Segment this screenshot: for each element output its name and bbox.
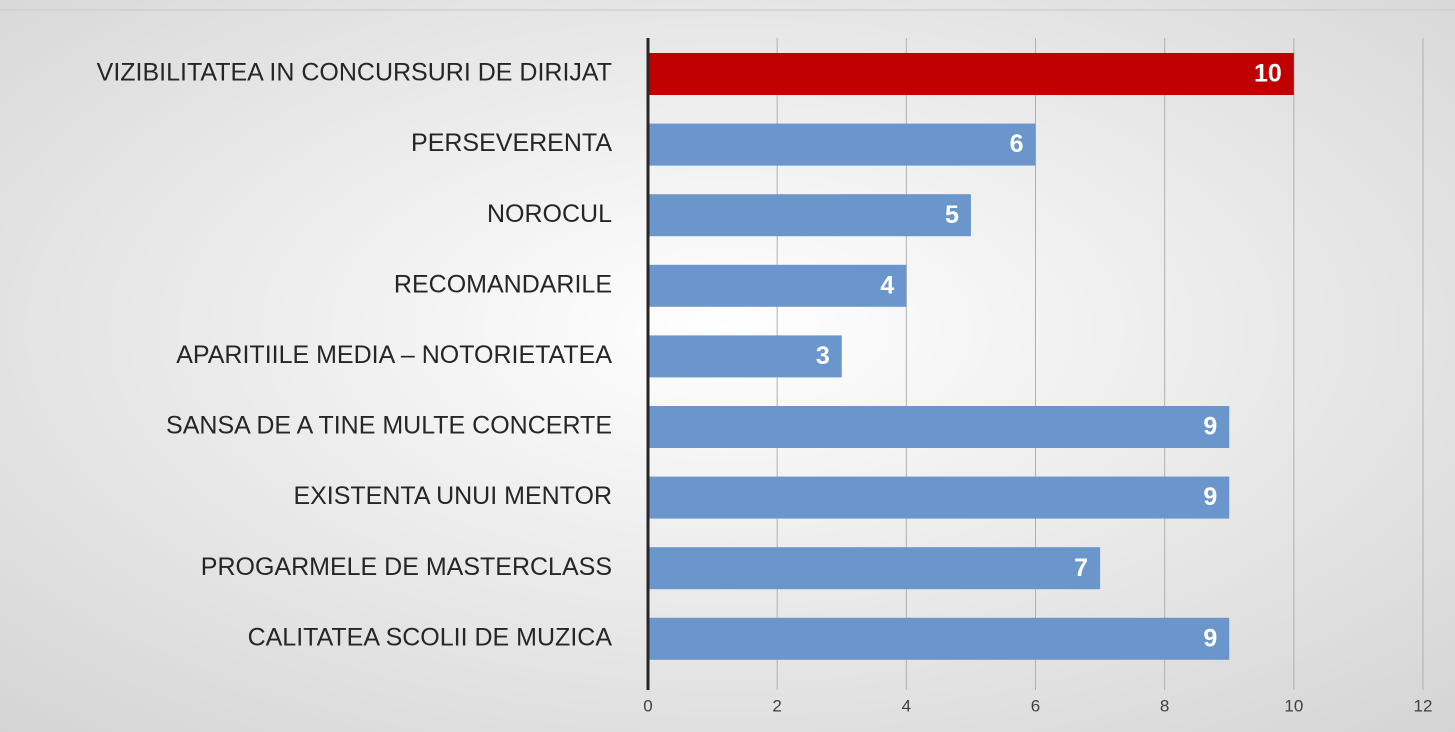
x-tick-label: 4 [902,696,911,715]
data-label: 9 [1203,413,1217,441]
data-label: 9 [1203,483,1217,511]
data-label: 5 [945,201,959,229]
y-tick-label: APARITIILE MEDIA – NOTORIETATEA [176,341,612,369]
bar [648,53,1294,95]
y-tick-label: PERSEVERENTA [411,129,612,157]
y-tick-label: PROGARMELE DE MASTERCLASS [201,553,612,581]
data-label: 7 [1074,554,1088,582]
y-tick-label: SANSA DE A TINE MULTE CONCERTE [166,412,612,440]
data-label: 3 [816,342,830,370]
data-label: 4 [880,271,894,299]
bar [648,406,1230,448]
bar [648,264,907,307]
bar [648,617,1230,660]
y-tick-label: CALITATEA SCOLII DE MUZICA [248,623,613,651]
data-label: 9 [1203,624,1217,652]
y-tick-label: NOROCUL [487,200,612,228]
bar [648,547,1101,590]
x-tick-label: 12 [1414,696,1433,715]
x-tick-label: 10 [1284,696,1303,715]
x-tick-label: 2 [772,696,781,715]
data-label: 10 [1254,60,1282,88]
y-tick-label: VIZIBILITATEA IN CONCURSURI DE DIRIJAT [97,59,612,87]
bar [648,194,971,237]
bar [648,123,1036,166]
data-label: 6 [1010,130,1024,158]
bar [648,335,842,378]
y-tick-label: RECOMANDARILE [394,270,612,298]
x-tick-label: 8 [1160,696,1169,715]
bar [648,476,1230,519]
y-tick-label: EXISTENTA UNUI MENTOR [293,482,612,510]
x-tick-label: 0 [643,696,652,715]
x-tick-label: 6 [1031,696,1040,715]
